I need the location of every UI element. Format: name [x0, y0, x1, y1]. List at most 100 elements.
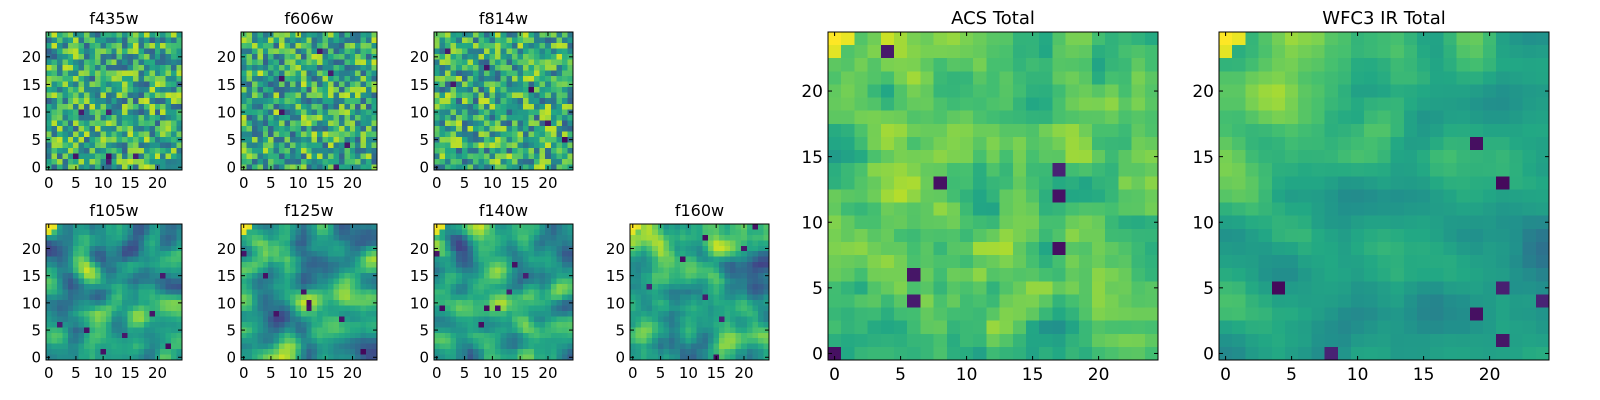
- heatmap-cell: [730, 267, 737, 274]
- heatmap-cell: [685, 305, 692, 312]
- heatmap-cell: [338, 332, 345, 339]
- heatmap-cell: [116, 234, 123, 241]
- heatmap-cell: [539, 125, 546, 132]
- heatmap-cell: [757, 262, 765, 269]
- heatmap-cell: [445, 256, 452, 263]
- heatmap-cell: [311, 327, 318, 334]
- heatmap-cell: [349, 120, 356, 127]
- heatmap-cell: [300, 136, 307, 143]
- heatmap-cell: [284, 32, 291, 39]
- heatmap-cell: [539, 131, 546, 138]
- heatmap-cell: [328, 321, 335, 328]
- heatmap-cell: [51, 305, 58, 312]
- heatmap-cell: [718, 354, 726, 361]
- heatmap-cell: [757, 332, 765, 339]
- heatmap-cell: [763, 343, 770, 350]
- heatmap-cell: [1026, 189, 1040, 204]
- heatmap-cell: [461, 37, 468, 44]
- heatmap-cell: [674, 300, 681, 307]
- heatmap-cell: [51, 43, 58, 50]
- heatmap-cell: [450, 131, 457, 138]
- heatmap-cell: [360, 283, 367, 290]
- heatmap-cell: [246, 136, 253, 143]
- heatmap-cell: [730, 349, 737, 356]
- heatmap-cell: [680, 300, 687, 307]
- heatmap-cell: [522, 338, 530, 345]
- heatmap-cell: [171, 120, 178, 127]
- heatmap-cell: [528, 289, 535, 296]
- heatmap-cell: [89, 272, 96, 279]
- heatmap-cell: [328, 120, 335, 127]
- heatmap-cell: [284, 224, 291, 231]
- heatmap-cell: [946, 163, 961, 177]
- heatmap-cell: [241, 267, 248, 274]
- heatmap-cell: [73, 321, 80, 328]
- heatmap-cell: [484, 234, 491, 241]
- heatmap-cell: [478, 338, 485, 345]
- heatmap-cell: [295, 142, 302, 149]
- heatmap-cell: [478, 229, 485, 236]
- heatmap-cell: [696, 272, 703, 279]
- heatmap-cell: [100, 305, 107, 312]
- heatmap-cell: [51, 54, 58, 61]
- heatmap-cell: [517, 234, 524, 241]
- heatmap-cell: [295, 283, 302, 290]
- heatmap-cell: [456, 316, 463, 323]
- heatmap-cell: [702, 294, 709, 301]
- heatmap-cell: [450, 289, 457, 296]
- heatmap-cell: [138, 343, 145, 350]
- heatmap-cell: [450, 164, 457, 171]
- heatmap-cell: [333, 262, 340, 269]
- heatmap-cell: [355, 300, 362, 307]
- heatmap-cell: [279, 37, 286, 44]
- heatmap-cell: [757, 354, 765, 361]
- heatmap-cell: [322, 103, 329, 110]
- heatmap-cell: [635, 316, 642, 323]
- heatmap-cell: [268, 272, 275, 279]
- heatmap-cell: [355, 224, 362, 231]
- heatmap-cell: [478, 59, 485, 66]
- axes-frame-f140w: [433, 223, 574, 361]
- heatmap-cell: [522, 98, 530, 105]
- heatmap-cell: [556, 136, 563, 143]
- heatmap-cell: [241, 87, 248, 94]
- heatmap-cell: [741, 229, 748, 236]
- heatmap-cell: [500, 37, 507, 44]
- heatmap-cell: [450, 76, 457, 83]
- heatmap-cell: [78, 92, 85, 99]
- heatmap-cell: [489, 65, 496, 72]
- heatmap-cell: [539, 81, 546, 88]
- heatmap-cell: [696, 278, 703, 285]
- heatmap-cell: [445, 278, 452, 285]
- heatmap-cell: [349, 338, 356, 345]
- heatmap-cell: [757, 349, 765, 356]
- heatmap-cell: [757, 278, 765, 285]
- heatmap-cell: [946, 123, 961, 138]
- heatmap-cell: [1131, 215, 1146, 230]
- heatmap-cell: [251, 37, 258, 44]
- heatmap-cell: [478, 240, 485, 247]
- heatmap-cell: [894, 163, 908, 177]
- heatmap-cell: [854, 215, 869, 230]
- heatmap-cell: [143, 349, 150, 356]
- heatmap-cell: [241, 278, 248, 285]
- heatmap-cell: [94, 136, 101, 143]
- heatmap-cell: [484, 300, 491, 307]
- heatmap-cell: [986, 97, 1001, 112]
- heatmap-cell: [257, 251, 264, 258]
- heatmap-cell: [355, 76, 362, 83]
- heatmap-cell: [344, 164, 351, 171]
- heatmap-cell: [1131, 45, 1146, 59]
- heatmap-cell: [707, 245, 714, 252]
- heatmap-cell: [262, 158, 269, 166]
- heatmap-cell: [279, 109, 286, 116]
- heatmap-cell: [67, 54, 74, 61]
- heatmap-cell: [713, 229, 720, 236]
- heatmap-cell: [668, 316, 676, 323]
- heatmap-cell: [828, 32, 842, 46]
- heatmap-cell: [461, 338, 468, 345]
- heatmap-cell: [171, 338, 178, 345]
- heatmap-cell: [528, 54, 535, 61]
- heatmap-cell: [484, 131, 491, 138]
- heatmap-cell: [461, 278, 468, 285]
